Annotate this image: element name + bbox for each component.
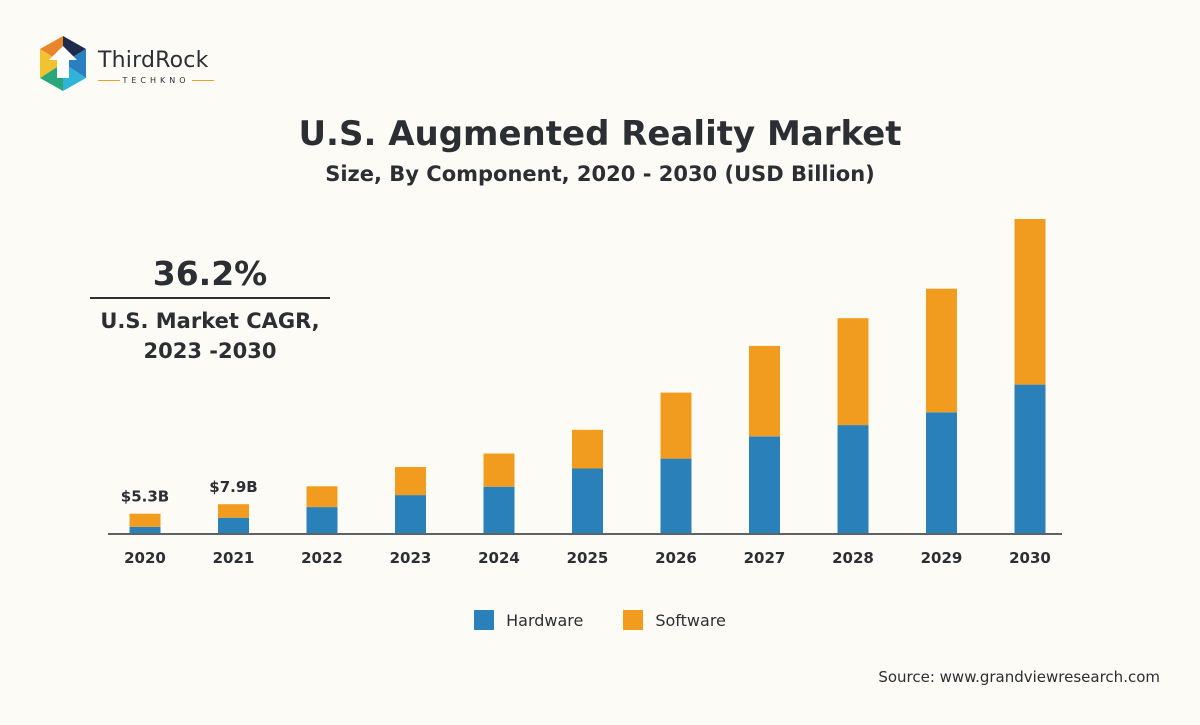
bar-hardware-2028 xyxy=(837,425,869,533)
bar-software-2028 xyxy=(837,318,869,426)
chart-title: U.S. Augmented Reality Market xyxy=(298,114,902,154)
hexagon-arrow-logo-icon xyxy=(40,36,86,91)
legend-swatch-software xyxy=(623,610,644,630)
bar-hardware-2020 xyxy=(129,526,161,533)
x-tick-label-2027: 2027 xyxy=(744,549,786,567)
cagr-value: 36.2% xyxy=(152,254,268,293)
legend-swatch-hardware xyxy=(474,610,495,630)
bar-hardware-2024 xyxy=(483,486,515,533)
x-tick-label-2024: 2024 xyxy=(478,549,520,567)
brand-divider-right xyxy=(192,80,214,81)
bar-software-2029 xyxy=(926,288,957,413)
bar-hardware-2023 xyxy=(395,495,426,533)
brand-tagline: TECHKNO xyxy=(122,76,190,85)
bar-software-2021 xyxy=(218,504,249,518)
bar-software-2023 xyxy=(395,467,426,496)
bar-hardware-2022 xyxy=(306,507,338,533)
x-tick-label-2021: 2021 xyxy=(213,549,255,567)
bar-software-2027 xyxy=(749,345,780,437)
bar-software-2026 xyxy=(660,392,692,459)
source-note: Source: www.grandviewresearch.com xyxy=(878,668,1160,686)
bar-software-2030 xyxy=(1014,219,1046,385)
data-label-2020: $5.3B xyxy=(121,488,169,506)
bar-hardware-2025 xyxy=(572,468,603,533)
legend-item-hardware: Hardware xyxy=(474,610,583,630)
x-tick-label-2026: 2026 xyxy=(655,549,697,567)
cagr-label: U.S. Market CAGR, 2023 -2030 xyxy=(80,306,340,366)
bar-software-2024 xyxy=(483,453,515,487)
legend-label-hardware: Hardware xyxy=(506,610,584,630)
cagr-label-line2: 2023 -2030 xyxy=(143,339,277,363)
chart-legend: Hardware Software xyxy=(0,610,1200,630)
bar-hardware-2030 xyxy=(1014,384,1046,533)
bar-hardware-2027 xyxy=(749,436,780,533)
x-tick-label-2030: 2030 xyxy=(1009,549,1051,567)
cagr-divider xyxy=(90,297,330,299)
brand-name: ThirdRock xyxy=(98,48,209,73)
legend-item-software: Software xyxy=(623,610,726,630)
bar-software-2020 xyxy=(129,513,161,527)
chart-subtitle: Size, By Component, 2020 - 2030 (USD Bil… xyxy=(325,162,875,186)
x-tick-label-2028: 2028 xyxy=(832,549,874,567)
legend-label-software: Software xyxy=(655,610,726,630)
x-tick-label-2020: 2020 xyxy=(124,549,166,567)
bar-hardware-2029 xyxy=(926,412,957,533)
x-tick-label-2023: 2023 xyxy=(390,549,432,567)
bar-software-2025 xyxy=(572,429,603,469)
bar-software-2022 xyxy=(306,486,338,508)
bar-hardware-2026 xyxy=(660,458,692,533)
data-label-2021: $7.9B xyxy=(209,478,257,496)
x-tick-label-2029: 2029 xyxy=(921,549,963,567)
brand-divider-left xyxy=(98,80,120,81)
bar-hardware-2021 xyxy=(218,517,249,533)
cagr-label-line1: U.S. Market CAGR, xyxy=(100,309,320,333)
brand-logo: ThirdRock TECHKNO xyxy=(34,34,234,96)
stacked-bar-chart: 2020 2021 2022 2023 2024 2025 2026 2027 2028 2029… xyxy=(108,219,1062,567)
x-tick-label-2025: 2025 xyxy=(567,549,609,567)
x-tick-label-2022: 2022 xyxy=(301,549,343,567)
